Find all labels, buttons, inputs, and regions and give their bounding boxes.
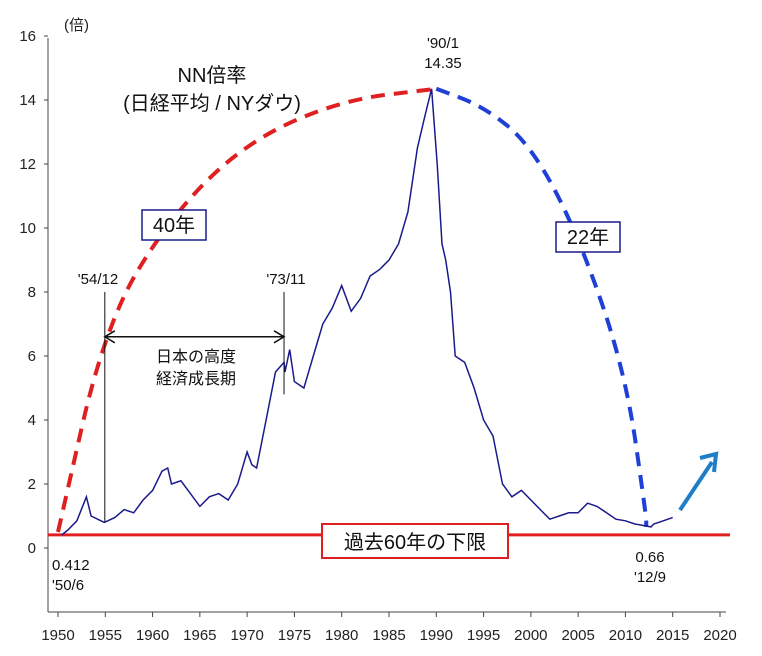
x-tick-label-1985: 1985 [372, 627, 405, 644]
period-label-line2: 経済成長期 [156, 370, 236, 388]
x-ticks: 1950 1955 1960 1965 1970 1975 1980 1985 1990 1995… [41, 612, 737, 644]
x-tick-label-2015: 2015 [656, 627, 689, 644]
rise-years-label: 40年 [153, 214, 195, 237]
y-axis-unit: (倍) [64, 17, 89, 34]
rise-years-box [141, 209, 207, 241]
recent-value-label: 0.66 [635, 549, 664, 566]
y-tick-label-2: 2 [28, 476, 36, 493]
x-tick-label-2010: 2010 [609, 627, 642, 644]
start-period-label: '54/12 [78, 271, 118, 288]
low-value-label: 0.412 [52, 557, 90, 574]
y-tick-label-6: 6 [28, 348, 36, 365]
end-period-label: '73/11 [266, 271, 305, 288]
y-tick-label-4: 4 [28, 412, 36, 429]
period-arrow-left-head [103, 330, 116, 344]
chart-title: NN倍率 [178, 64, 247, 87]
floor-label: 過去60年の下限 [344, 531, 486, 554]
fall-years-box [555, 221, 621, 253]
rise-arc-series [56, 86, 437, 533]
low-date-label: '50/6 [52, 577, 84, 594]
x-tick-label-1980: 1980 [325, 627, 358, 644]
x-tick-label-1975: 1975 [278, 627, 311, 644]
x-tick-label-2000: 2000 [514, 627, 547, 644]
peak-date-label: '90/1 [427, 35, 459, 52]
up-trend-label: 上昇トレンド [736, 486, 742, 489]
x-tick-label-2020: 2020 [703, 627, 736, 644]
y-tick-label-12: 12 [19, 156, 36, 173]
floor-label-box [321, 523, 509, 559]
x-tick-label-1950: 1950 [41, 627, 74, 644]
x-tick-label-1955: 1955 [89, 627, 122, 644]
period-arrow-right-head [273, 330, 286, 344]
x-tick-label-1960: 1960 [136, 627, 169, 644]
period-label-line1: 日本の高度 [156, 348, 236, 366]
y-tick-label-10: 10 [19, 220, 36, 237]
fall-arc-series [435, 86, 649, 527]
peak-value-label: 14.35 [424, 55, 462, 72]
x-tick-label-1970: 1970 [230, 627, 263, 644]
y-tick-label-16: 16 [19, 28, 36, 45]
x-tick-label-1995: 1995 [467, 627, 500, 644]
y-tick-label-14: 14 [19, 92, 36, 109]
fall-years-label: 22年 [567, 226, 609, 249]
x-tick-label-1990: 1990 [420, 627, 453, 644]
x-tick-label-2005: 2005 [561, 627, 594, 644]
recent-date-label: '12/9 [634, 569, 666, 586]
y-ticks: 0 2 4 6 8 10 12 14 16 [19, 28, 48, 557]
up-trend-arrow [678, 460, 714, 512]
x-tick-label-1965: 1965 [183, 627, 216, 644]
y-tick-label-0: 0 [28, 540, 36, 557]
y-tick-label-8: 8 [28, 284, 36, 301]
up-trend-arrow-head [699, 451, 719, 473]
chart-subtitle: (日経平均 / NYダウ) [123, 92, 301, 115]
nn-ratio-series-line [61, 88, 673, 536]
